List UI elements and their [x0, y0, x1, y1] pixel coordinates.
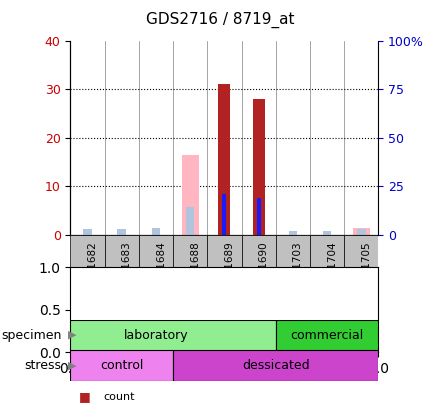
Text: laboratory: laboratory	[124, 328, 188, 342]
Bar	[207, 235, 242, 320]
Bar	[323, 232, 331, 235]
Bar	[117, 229, 126, 235]
Bar	[186, 207, 194, 235]
Bar	[173, 235, 207, 320]
Text: GSM21689: GSM21689	[224, 242, 235, 298]
Text: count: count	[103, 392, 135, 402]
Text: ▶: ▶	[68, 360, 77, 371]
Text: stress: stress	[25, 359, 62, 372]
Text: GSM21682: GSM21682	[88, 242, 98, 298]
Text: ■: ■	[79, 390, 91, 403]
Bar	[257, 198, 260, 235]
Bar	[357, 229, 366, 235]
Bar	[173, 350, 378, 381]
Bar	[70, 350, 173, 381]
Bar	[218, 84, 231, 235]
Bar	[276, 235, 310, 320]
Bar	[353, 228, 370, 235]
Text: control: control	[100, 359, 143, 372]
Bar	[276, 320, 378, 350]
Text: GSM21704: GSM21704	[327, 242, 337, 298]
Text: dessicated: dessicated	[242, 359, 310, 372]
Text: GSM21684: GSM21684	[156, 242, 166, 298]
Text: GSM21705: GSM21705	[361, 242, 371, 298]
Bar	[310, 235, 344, 320]
Text: GSM21690: GSM21690	[259, 242, 269, 298]
Bar	[152, 228, 160, 235]
Text: GSM21703: GSM21703	[293, 242, 303, 298]
Bar	[344, 235, 378, 320]
Bar	[139, 235, 173, 320]
Text: GSM21688: GSM21688	[190, 242, 200, 298]
Bar	[105, 235, 139, 320]
Bar	[222, 194, 227, 235]
Bar	[70, 235, 105, 320]
Text: GSM21683: GSM21683	[122, 242, 132, 298]
Bar	[289, 231, 297, 235]
Bar	[242, 235, 276, 320]
Bar	[70, 320, 276, 350]
Bar	[83, 229, 92, 235]
Bar	[253, 99, 264, 235]
Bar	[182, 155, 199, 235]
Text: GDS2716 / 8719_at: GDS2716 / 8719_at	[146, 12, 294, 28]
Text: ▶: ▶	[68, 330, 77, 340]
Text: specimen: specimen	[1, 328, 62, 342]
Text: commercial: commercial	[290, 328, 364, 342]
